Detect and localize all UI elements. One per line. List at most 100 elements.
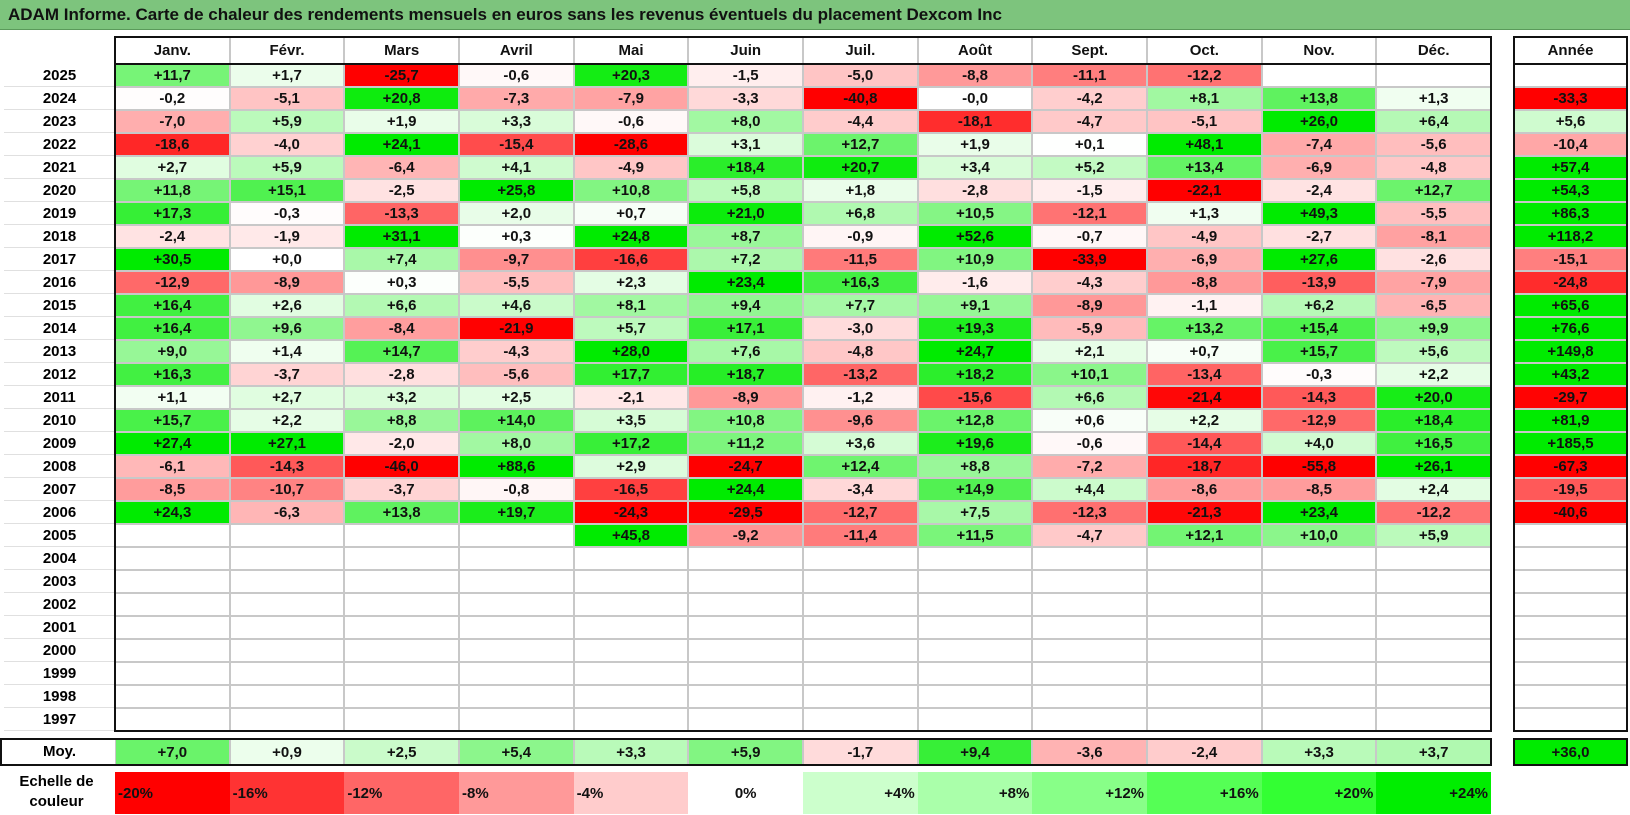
heat-cell: -9,6 (803, 409, 918, 432)
heat-cell: +28,0 (573, 340, 689, 363)
heat-cell: -14,3 (1261, 386, 1377, 409)
heat-cell: +8,0 (459, 432, 574, 455)
average-cell: +2,5 (344, 739, 459, 765)
year-label: 1997 (4, 708, 115, 731)
heat-cell: -0,0 (917, 87, 1033, 110)
heat-cell (917, 685, 1033, 708)
heat-cell: +10,9 (917, 248, 1033, 271)
heat-cell: -18,6 (115, 133, 230, 156)
heat-cell: -4,7 (1032, 524, 1148, 547)
heat-cell: +8,1 (573, 294, 689, 317)
heat-cell: +8,7 (688, 225, 803, 248)
heat-cell: +24,4 (688, 478, 803, 501)
heat-cell (1032, 708, 1148, 731)
heat-cell: -0,2 (115, 87, 230, 110)
heat-cell: -2,5 (344, 179, 459, 202)
average-cell: +9,4 (917, 739, 1033, 765)
heat-cell: +7,5 (917, 501, 1033, 524)
annual-cell: -15,1 (1514, 248, 1627, 271)
heat-cell: +25,8 (459, 179, 574, 202)
heat-cell: +2,4 (1376, 478, 1492, 501)
heat-cell: +7,4 (344, 248, 459, 271)
heat-cell: -55,8 (1261, 455, 1377, 478)
heat-cell: +0,6 (1032, 409, 1148, 432)
heat-cell (229, 547, 345, 570)
heat-cell: -4,8 (1376, 156, 1492, 179)
heat-cell: +8,1 (1147, 87, 1262, 110)
heat-cell (1261, 616, 1377, 639)
month-header: Déc. (1376, 37, 1492, 64)
annual-cell: -10,4 (1514, 133, 1627, 156)
heat-cell: +8,8 (917, 455, 1033, 478)
annual-cell (1514, 547, 1627, 570)
heat-cell: +88,6 (459, 455, 574, 478)
year-label: 2012 (4, 363, 115, 386)
heat-cell: +27,4 (115, 432, 230, 455)
legend-step: +4% (803, 772, 918, 814)
heat-cell: -46,0 (344, 455, 459, 478)
annual-cell: -67,3 (1514, 455, 1627, 478)
heat-cell: +10,0 (1261, 524, 1377, 547)
heat-cell: -4,9 (573, 156, 689, 179)
heat-cell: +27,6 (1261, 248, 1377, 271)
heat-cell (1376, 708, 1492, 731)
heat-cell (803, 593, 918, 616)
heat-cell (917, 708, 1033, 731)
heat-cell (803, 616, 918, 639)
heat-cell: +24,7 (917, 340, 1033, 363)
heat-cell: -12,2 (1147, 64, 1262, 87)
heat-cell (1032, 662, 1148, 685)
heat-cell (344, 708, 459, 731)
year-label: 2004 (4, 547, 115, 570)
heat-cell (688, 570, 803, 593)
heat-cell (229, 639, 345, 662)
annual-cell (1514, 662, 1627, 685)
heat-cell (573, 662, 689, 685)
legend-step: +20% (1261, 772, 1377, 814)
annual-cell (1514, 639, 1627, 662)
heat-cell (229, 524, 345, 547)
heat-cell: -12,2 (1376, 501, 1492, 524)
heat-cell: -0,6 (1032, 432, 1148, 455)
heat-cell: -5,6 (459, 363, 574, 386)
heat-cell: +48,1 (1147, 133, 1262, 156)
heat-cell (1261, 64, 1377, 87)
heat-cell (1147, 616, 1262, 639)
heat-cell: -8,4 (344, 317, 459, 340)
heat-cell (803, 570, 918, 593)
heat-cell: +24,1 (344, 133, 459, 156)
year-label: 2015 (4, 294, 115, 317)
heat-cell: -5,5 (1376, 202, 1492, 225)
heat-cell: -6,4 (344, 156, 459, 179)
heat-cell (688, 616, 803, 639)
heat-cell (573, 685, 689, 708)
heat-cell (115, 685, 230, 708)
heat-cell: +0,7 (573, 202, 689, 225)
heat-cell: -12,3 (1032, 501, 1148, 524)
heat-cell: +2,2 (1376, 363, 1492, 386)
heat-cell: -16,6 (573, 248, 689, 271)
heat-cell: +24,3 (115, 501, 230, 524)
heat-cell (1376, 570, 1492, 593)
heat-cell: -8,5 (1261, 478, 1377, 501)
heat-cell: -4,2 (1032, 87, 1148, 110)
heat-cell: -8,8 (917, 64, 1033, 87)
heat-cell: +30,5 (115, 248, 230, 271)
legend-step: -16% (229, 772, 345, 814)
heat-cell (459, 547, 574, 570)
heat-cell: -1,2 (803, 386, 918, 409)
heat-cell: -8,9 (688, 386, 803, 409)
heat-cell: +21,0 (688, 202, 803, 225)
heat-cell (1147, 662, 1262, 685)
heat-cell: +10,5 (917, 202, 1033, 225)
heat-cell: -40,8 (803, 87, 918, 110)
average-cell: -2,4 (1147, 739, 1262, 765)
legend-step: +12% (1032, 772, 1148, 814)
heat-cell: -3,7 (344, 478, 459, 501)
heat-cell: +16,5 (1376, 432, 1492, 455)
average-cell: +5,9 (688, 739, 803, 765)
year-label: 2006 (4, 501, 115, 524)
heat-cell: +4,4 (1032, 478, 1148, 501)
heat-cell (1147, 570, 1262, 593)
